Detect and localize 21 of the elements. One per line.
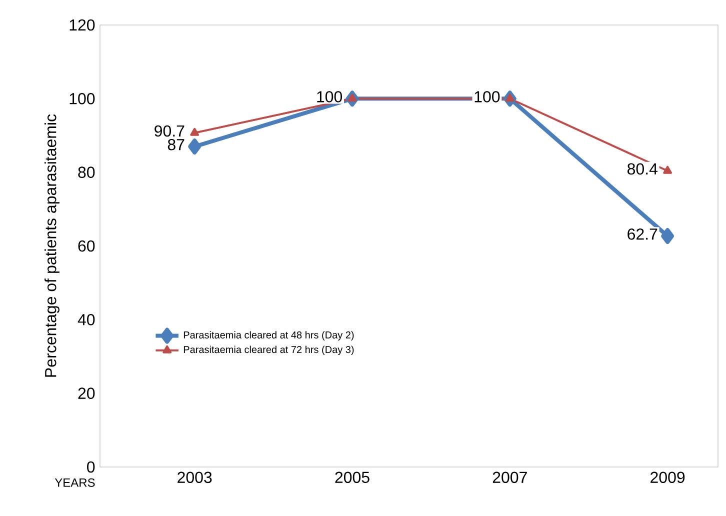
data-label: 87 [168, 138, 184, 150]
data-label: 90.7 [154, 125, 184, 137]
x-tick-label: 2007 [492, 472, 527, 484]
legend-label: Parasitaemia cleared at 72 hrs (Day 3) [184, 346, 354, 356]
y-tick-label: 120 [70, 19, 95, 31]
data-label: 80.4 [628, 163, 658, 175]
x-tick-label: 2009 [650, 472, 685, 484]
y-tick-label: 60 [78, 240, 95, 252]
y-axis-title: Percentage of patients aparasitaemic [44, 114, 60, 377]
data-label: 100 [474, 91, 500, 102]
data-label: 62.7 [628, 228, 658, 240]
y-tick-label: 80 [78, 166, 95, 178]
x-tick-label: 2005 [335, 472, 370, 484]
y-tick-label: 0 [87, 461, 95, 473]
data-label: 100 [317, 91, 342, 102]
y-tick-label: 100 [70, 92, 95, 104]
legend-label: Parasitaemia cleared at 48 hrs (Day 2) [184, 331, 354, 340]
x-axis-title: YEARS [54, 478, 95, 487]
y-tick-label: 40 [78, 314, 95, 326]
y-tick-label: 20 [78, 388, 95, 399]
x-tick-label: 2003 [178, 472, 212, 484]
